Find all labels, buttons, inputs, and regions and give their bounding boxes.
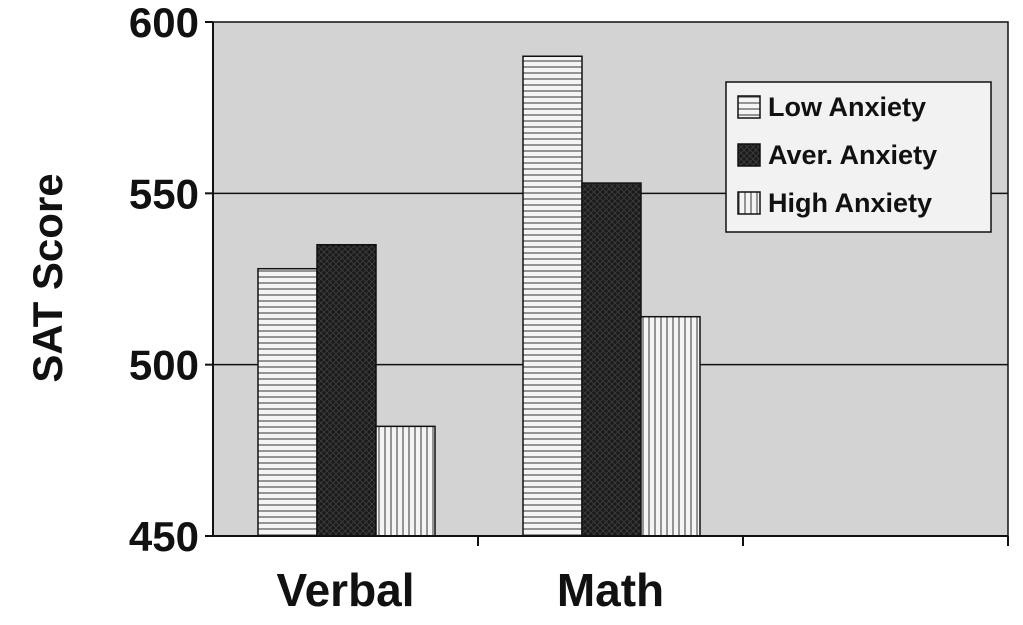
category-label-verbal: Verbal — [276, 564, 414, 616]
y-tick-label-500: 500 — [129, 342, 199, 389]
y-tick-label-450: 450 — [129, 513, 199, 560]
axis-ticks — [205, 21, 1009, 546]
y-tick-label-600: 600 — [129, 0, 199, 46]
bars — [257, 55, 701, 537]
bar-verbal-low-anxiety — [257, 267, 318, 537]
bar-math-high-anxiety — [640, 315, 701, 537]
legend-swatch-high-anxiety — [737, 191, 761, 215]
category-labels: Verbal Math — [276, 564, 664, 616]
y-tick-labels: 450 500 550 600 — [129, 0, 199, 560]
legend-box — [725, 81, 992, 233]
legend: Low Anxiety Aver. Anxiety High Anxiety — [725, 81, 992, 233]
legend-label-aver-anxiety: Aver. Anxiety — [768, 140, 937, 170]
category-label-math: Math — [557, 564, 664, 616]
legend-swatch-aver-anxiety — [737, 143, 761, 167]
bar-math-low-anxiety — [522, 55, 583, 537]
bar-verbal-high-anxiety — [375, 425, 436, 537]
bar-math-aver-anxiety — [581, 182, 642, 537]
y-axis-title: SAT Score — [24, 173, 71, 382]
y-tick-label-550: 550 — [129, 170, 199, 217]
bar-verbal-aver-anxiety — [316, 243, 377, 537]
legend-label-low-anxiety: Low Anxiety — [768, 92, 926, 122]
legend-label-high-anxiety: High Anxiety — [768, 188, 932, 218]
legend-swatch-low-anxiety — [737, 95, 761, 119]
